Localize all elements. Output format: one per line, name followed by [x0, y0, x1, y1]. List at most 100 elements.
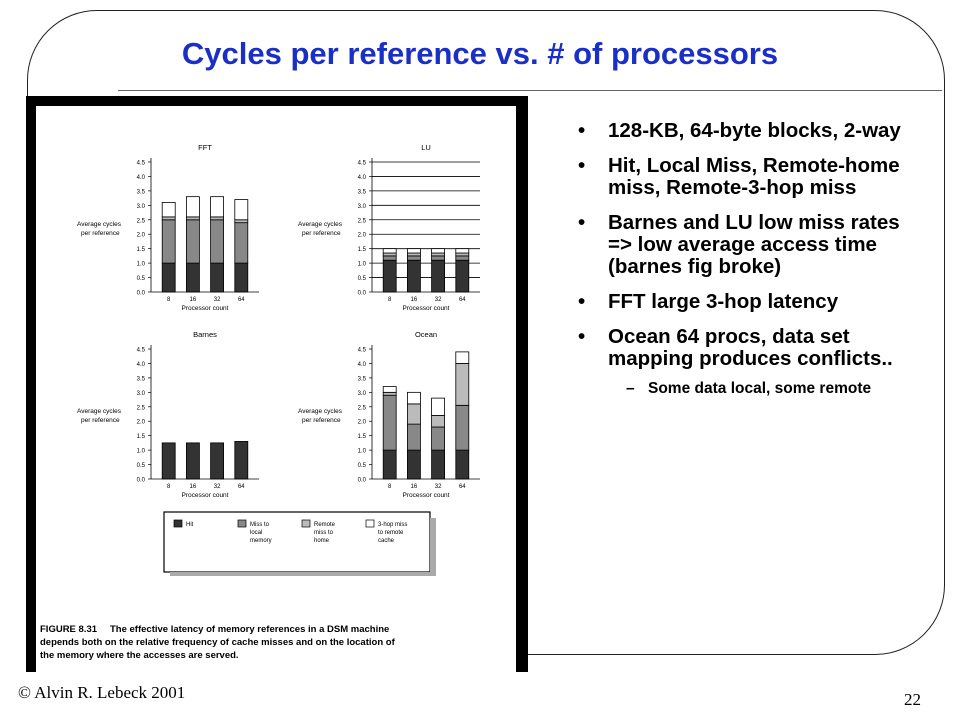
caption-line-2: depends both on the relative frequency o… [40, 637, 396, 648]
bullet-item: Barnes and LU low miss rates => low aver… [578, 212, 928, 278]
chart-panel-lu: LU 0.0 0.5 1.0 1.5 2.0 2.5 3.0 3.5 4.0 4.5 Average … [298, 143, 480, 312]
y-tick-label: 4.5 [358, 348, 367, 354]
bar-segment [431, 397, 446, 416]
bar-segment [185, 216, 200, 221]
x-tick-label: 8 [388, 297, 392, 303]
chart-title: FFT [198, 143, 212, 152]
bar-segment [406, 449, 421, 480]
x-tick-label: 64 [238, 297, 245, 303]
bar-segment [406, 259, 421, 293]
bar-segment [185, 196, 200, 218]
y-axis-label: Average cycles per reference [77, 221, 122, 237]
bar-segment [161, 442, 176, 480]
bar-segment [382, 386, 397, 393]
y-tick-label: 0.0 [137, 291, 146, 297]
bar-segment [382, 449, 397, 480]
x-tick-label: 16 [411, 297, 418, 303]
bar-segment [455, 248, 470, 254]
x-tick-label: 16 [190, 484, 197, 490]
bullet-list: 128-KB, 64-byte blocks, 2-way Hit, Local… [578, 120, 928, 399]
bar-segment [382, 259, 397, 293]
figure-svg: FFT 0.0 0.5 1.0 1.5 2.0 2.5 3.0 3.5 4.0 4.5 Average… [40, 143, 480, 661]
bullet-item: 128-KB, 64-byte blocks, 2-way [578, 120, 928, 143]
chart-panel-ocean: Ocean 0.0 0.5 1.0 1.5 2.0 2.5 3.0 3.5 4.0 4.5 Avera… [298, 330, 480, 499]
y-tick-label: 2.0 [358, 233, 367, 239]
y-tick-label: 1.5 [358, 434, 367, 440]
y-tick-label: 1.0 [358, 449, 367, 455]
bar-segment [455, 363, 470, 406]
bar-segment [234, 262, 249, 293]
y-tick-label: 3.0 [137, 204, 146, 210]
legend-swatch [301, 519, 311, 528]
x-axis-label: Processor count [403, 305, 450, 312]
y-axis-label: Average cycles per reference [77, 408, 122, 424]
x-tick-label: 8 [167, 484, 171, 490]
legend-swatch [173, 519, 183, 528]
x-tick-label: 32 [435, 297, 442, 303]
y-tick-label: 1.0 [137, 449, 146, 455]
bar-segment [234, 219, 249, 224]
bar-segment [455, 259, 470, 293]
x-tick-label: 64 [459, 297, 466, 303]
bar-segment [210, 196, 225, 218]
x-tick-label: 8 [388, 484, 392, 490]
y-tick-label: 1.0 [137, 262, 146, 268]
figure-caption: FIGURE 8.31 The effective latency of mem… [40, 624, 396, 661]
bar-segment [455, 351, 470, 364]
y-tick-label: 3.0 [358, 391, 367, 397]
bar-segment [382, 394, 397, 451]
legend-label: Remote miss to home [314, 522, 336, 544]
y-tick-label: 4.5 [137, 348, 146, 354]
y-tick-label: 2.0 [358, 420, 367, 426]
bar-segment [161, 216, 176, 221]
bar-segment [431, 426, 446, 451]
y-tick-label: 4.0 [358, 362, 367, 368]
bullet-item: FFT large 3-hop latency [578, 291, 928, 314]
slide-title: Cycles per reference vs. # of processors [181, 36, 779, 71]
y-tick-label: 3.5 [137, 376, 146, 382]
copyright-footer: © Alvin R. Lebeck 2001 [18, 683, 186, 702]
legend-label: Hit [186, 522, 194, 528]
y-tick-label: 0.5 [137, 276, 146, 282]
bar-segment [406, 255, 421, 261]
bar-segment [234, 199, 249, 221]
bullet-item: Ocean 64 procs, data set mapping produce… [578, 326, 928, 370]
figure-panel: FFT 0.0 0.5 1.0 1.5 2.0 2.5 3.0 3.5 4.0 4.5 Average… [26, 96, 528, 686]
y-tick-label: 3.5 [358, 189, 367, 195]
x-axis-label: Processor count [403, 492, 450, 499]
x-tick-label: 64 [459, 484, 466, 490]
x-tick-label: 32 [214, 297, 221, 303]
bar-segment [431, 255, 446, 261]
bar-segment [210, 216, 225, 221]
caption-line-1: The effective latency of memory referenc… [110, 624, 389, 635]
y-tick-label: 4.0 [358, 175, 367, 181]
y-tick-label: 3.0 [137, 391, 146, 397]
bar-segment [185, 262, 200, 293]
figure-page: FFT 0.0 0.5 1.0 1.5 2.0 2.5 3.0 3.5 4.0 4.5 Average… [36, 106, 516, 686]
bar-segment [234, 441, 249, 480]
chart-title: Barnes [193, 330, 217, 339]
y-axis-label: Average cycles per reference [298, 221, 343, 237]
bar-segment [161, 202, 176, 218]
y-tick-label: 2.5 [358, 405, 367, 411]
bar-segment [210, 262, 225, 293]
y-tick-label: 2.0 [137, 233, 146, 239]
bar-segment [406, 423, 421, 451]
caption-label: FIGURE 8.31 [40, 624, 98, 635]
sub-bullet-item: Some data local, some remote [578, 379, 928, 398]
x-tick-label: 32 [435, 484, 442, 490]
y-tick-label: 1.5 [358, 247, 367, 253]
bar-segment [406, 403, 421, 425]
y-tick-label: 0.0 [358, 291, 367, 297]
bar-segment [382, 248, 397, 254]
bar-segment [431, 415, 446, 428]
bar-segment [382, 391, 397, 396]
bar-segment [210, 219, 225, 264]
bar-segment [455, 252, 470, 257]
legend-swatch [237, 519, 247, 528]
y-tick-label: 4.0 [137, 175, 146, 181]
bar-segment [455, 255, 470, 261]
x-tick-label: 32 [214, 484, 221, 490]
y-tick-label: 2.0 [137, 420, 146, 426]
bar-segment [234, 222, 249, 264]
